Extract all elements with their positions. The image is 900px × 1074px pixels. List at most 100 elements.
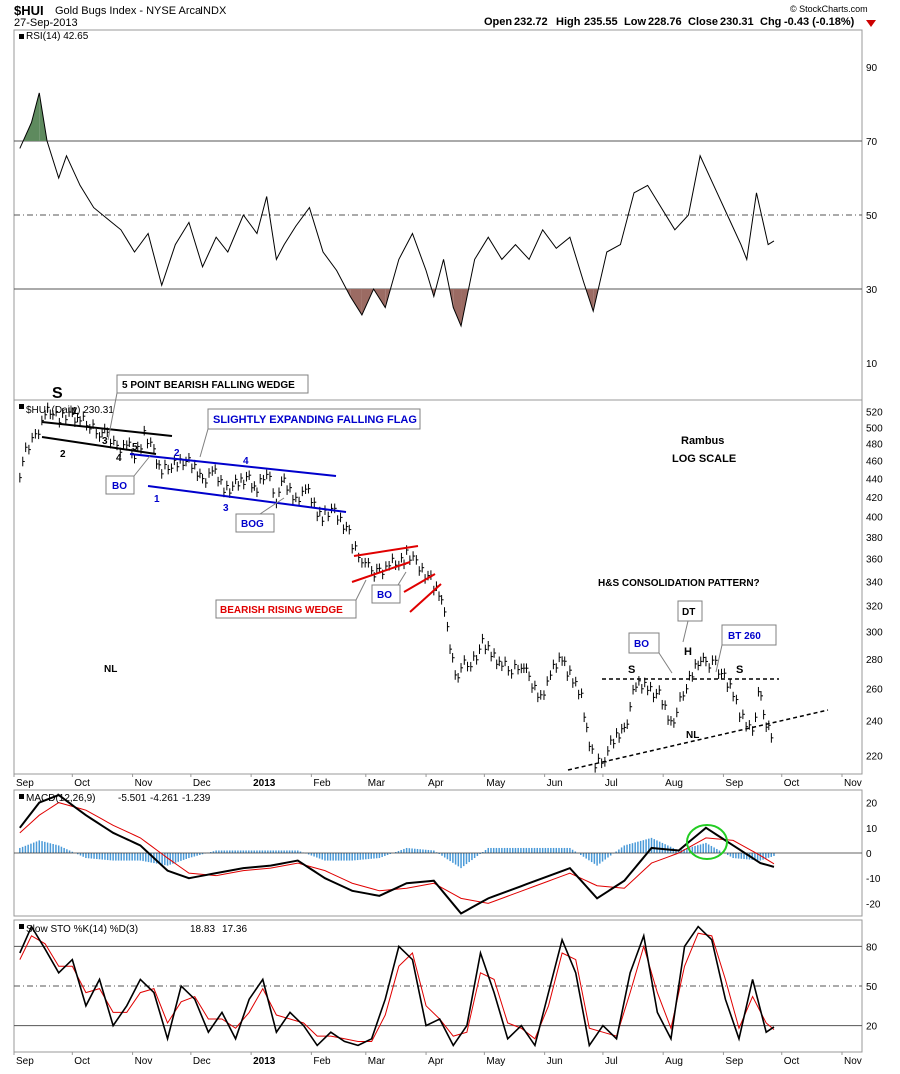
macd-legend-swatch [19,794,24,799]
price-tick-label: 440 [866,474,883,485]
channel-lower [409,583,442,613]
price-tick-label: 260 [866,685,883,696]
nl-left-label: NL [104,664,117,675]
flag-callout-pointer [199,428,209,458]
x-tick-label: Feb [313,778,331,789]
macd-tick-label: 20 [866,799,878,810]
rsi-tick-label: 30 [866,285,878,296]
x-tick-label: 2013 [253,1056,276,1067]
chg-value: -0.43 (-0.18%) [784,16,855,28]
right-shoulder-label: S [736,664,743,676]
hs-pattern-label: H&S CONSOLIDATION PATTERN? [598,578,760,589]
macd-tick-label: 10 [866,824,878,835]
high-value: 235.55 [584,16,618,28]
x-tick-label: Jun [547,778,563,789]
bo3-callout-pointer [658,652,673,674]
chg-label: Chg [760,16,781,28]
price-tick-label: 360 [866,555,883,566]
bog-callout-text: BOG [241,519,264,530]
wedge-callout-box [116,374,309,394]
rsi-tick-label: 70 [866,137,878,148]
price-tick-label: 340 [866,577,883,588]
high-label: High [556,16,581,28]
macd-signal-line [19,802,775,904]
x-tick-label: Aug [665,778,683,789]
bt-callout-box [721,624,777,646]
price-tick-label: 280 [866,655,883,666]
sto-tick-label: 50 [866,982,878,993]
bo2-callout-box [371,584,401,604]
x-tick-label: Mar [368,1056,386,1067]
x-tick-label: Sep [725,778,743,789]
sto-legend-v2: 17.36 [222,924,247,935]
sto-d-line [19,932,775,1042]
price-legend-swatch [19,404,24,409]
bo1-callout-box [105,475,135,495]
open-label: Open [484,16,512,28]
rambus-label: Rambus [681,435,724,447]
flag-callout-text: SLIGHTLY EXPANDING FALLING FLAG [213,414,417,426]
sto-legend-v1: 18.83 [190,924,215,935]
macd-tick-label: -20 [866,899,881,910]
price-tick-label: 500 [866,423,883,434]
brw-callout-text: BEARISH RISING WEDGE [220,605,343,616]
annotations: S 1 2 3 4 5 5 POINT BEARISH FALLING WEDG… [52,374,777,741]
rising-wedge-upper [353,545,419,557]
flag-upper-line [129,453,337,477]
brw-callout-box [215,599,357,619]
head-label: H [684,646,692,658]
x-tick-label: Sep [725,1056,743,1067]
price-tick-label: 220 [866,751,883,762]
bo1-callout-pointer [133,455,151,477]
sto-k-line [19,924,775,1048]
price-tick-label: 480 [866,440,883,451]
macd-legend-v3: -1.239 [182,793,211,804]
dt-callout-box [677,600,703,622]
nl-right-label: NL [686,730,699,741]
rsi-line [19,92,775,328]
x-tick-label: Nov [844,1056,862,1067]
x-tick-label: Dec [193,778,211,789]
close-label: Close [688,16,718,28]
x-axis-labels: Sep Oct Nov Dec 2013 Feb Mar Apr May Jun Jul Aug Sep… [13,774,862,1067]
flag-callout-box [207,408,421,430]
x-tick-label: Nov [135,778,153,789]
sto-tick-label: 80 [866,942,878,953]
wedge-callout-pointer [107,392,118,441]
x-tick-label: Oct [74,1056,90,1067]
macd-tick-label: 0 [866,849,872,860]
bog-callout-pointer [259,497,285,515]
rsi-tick-label: 90 [866,63,878,74]
symbol-label: $HUI [14,3,44,18]
wedge-point-2: 2 [60,449,66,460]
x-tick-label: Sep [16,1056,34,1067]
low-value: 228.76 [648,16,682,28]
x-tick-label: Mar [368,778,386,789]
flag-point-3: 3 [223,503,229,514]
left-shoulder-label: S [628,664,635,676]
x-tick-label: Apr [428,1056,444,1067]
flag-lower-line [147,485,347,513]
x-tick-label: May [486,1056,505,1067]
neckline-rising [567,709,829,771]
date-label: 27-Sep-2013 [14,17,78,29]
macd-tick-label: -10 [866,874,881,885]
wedge-upper-line [41,421,173,437]
log-scale-label: LOG SCALE [672,453,736,465]
x-tick-label: Apr [428,778,444,789]
bt-callout-pointer [715,644,723,673]
x-tick-label: Aug [665,1056,683,1067]
macd-cross-circle [686,824,728,860]
low-label: Low [624,16,646,28]
rsi-panel: 90 70 50 30 10 [14,63,878,370]
exchange-label: INDX [200,5,227,17]
dt-callout-text: DT [682,607,695,618]
rising-wedge-lower [351,561,411,583]
price-tick-label: 400 [866,512,883,523]
close-value: 230.31 [720,16,754,28]
sto-legend-swatch [19,924,24,929]
rsi-zone-fill [350,289,362,315]
macd-legend-main: MACD(12,26,9) [26,793,95,804]
x-tick-label: Jul [605,778,618,789]
